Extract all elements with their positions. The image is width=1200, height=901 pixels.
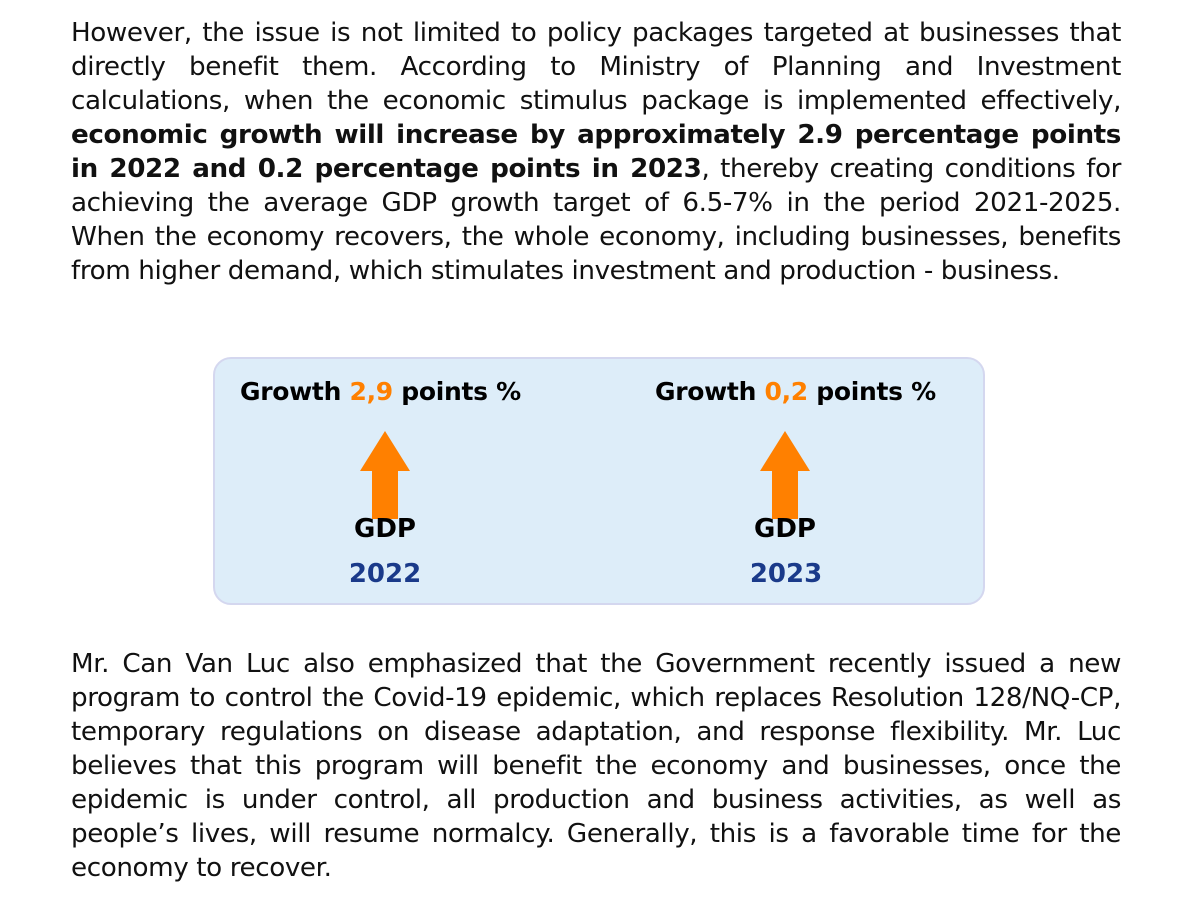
- gdp-growth-infographic: Growth 2,9 points % GDP 2022 Growth 0,2 …: [213, 357, 985, 605]
- growth-unit: points %: [807, 377, 936, 406]
- paragraph-bold-highlight: economic growth will increase by approxi…: [71, 120, 1121, 184]
- growth-headline: Growth 0,2 points %: [655, 377, 936, 406]
- year-label: 2023: [749, 559, 823, 589]
- growth-value: 2,9: [349, 377, 393, 406]
- paragraph-text: , thereby creating conditions for achiev…: [71, 154, 1121, 286]
- paragraph-covid-program: Mr. Can Van Luc also emphasized that the…: [71, 649, 1121, 883]
- growth-label: Growth: [655, 377, 765, 406]
- year-label: 2022: [348, 559, 422, 589]
- infographic-item-2022: Growth 2,9 points % GDP 2022: [215, 359, 601, 603]
- growth-label: Growth: [240, 377, 350, 406]
- indicator-label: GDP: [754, 514, 816, 544]
- paragraph-text: However, the issue is not limited to pol…: [71, 18, 1121, 116]
- paragraph-growth-forecast: However, the issue is not limited to pol…: [71, 16, 1121, 288]
- indicator-label: GDP: [354, 514, 416, 544]
- up-arrow-icon: [360, 431, 410, 519]
- growth-headline: Growth 2,9 points %: [240, 377, 521, 406]
- growth-value: 0,2: [764, 377, 808, 406]
- growth-unit: points %: [392, 377, 521, 406]
- up-arrow-icon: [760, 431, 810, 519]
- infographic-item-2023: Growth 0,2 points % GDP 2023: [601, 359, 987, 603]
